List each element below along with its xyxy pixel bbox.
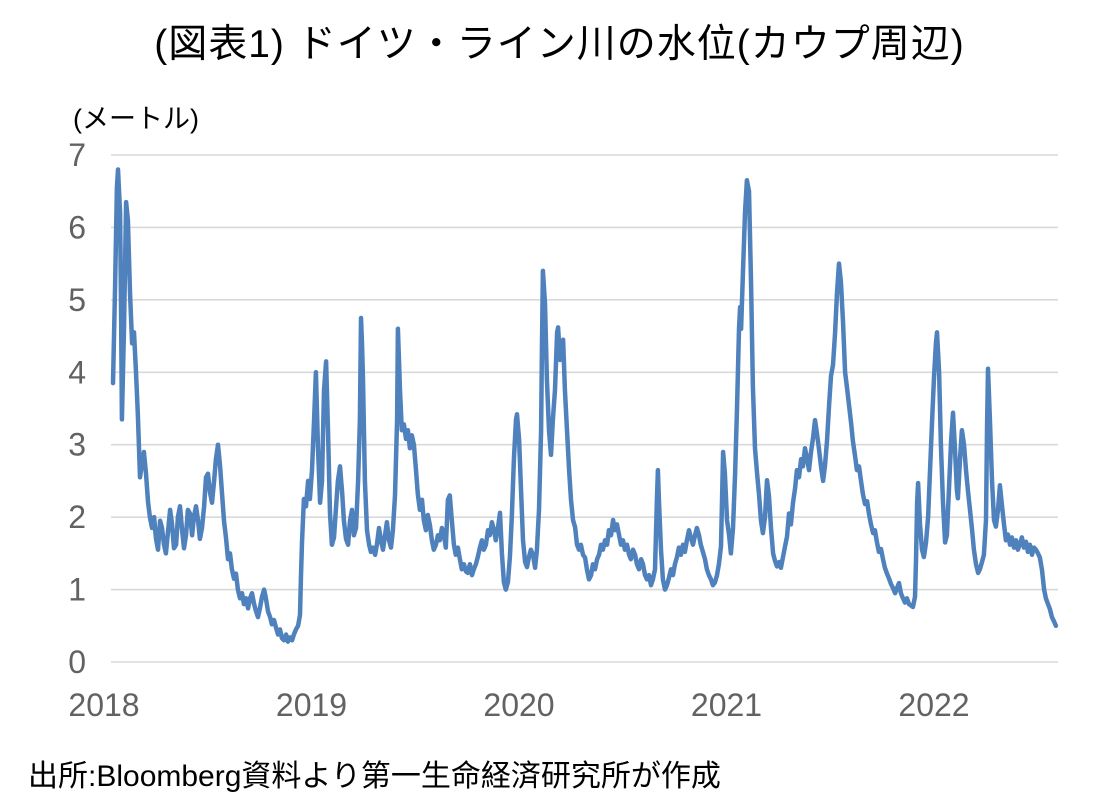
x-tick-label-2020: 2020	[483, 687, 554, 723]
chart-title: (図表1) ドイツ・ライン川の水位(カウプ周辺)	[154, 23, 965, 66]
y-tick-label-7: 7	[68, 137, 86, 173]
x-tick-label-2021: 2021	[691, 687, 762, 723]
y-tick-label-5: 5	[68, 282, 86, 318]
x-tick-label-2022: 2022	[898, 687, 969, 723]
source-note: 出所:Bloomberg資料より第一生命経済研究所が作成	[28, 760, 721, 793]
y-tick-label-1: 1	[68, 572, 86, 608]
x-tick-label-2019: 2019	[276, 687, 347, 723]
water-level-series-line	[110, 167, 1059, 644]
y-axis-tick-labels: 0 1 2 3 4 5 6 7	[68, 137, 86, 680]
y-tick-label-6: 6	[68, 209, 86, 245]
y-tick-label-2: 2	[68, 499, 86, 535]
gridlines	[111, 154, 1058, 663]
y-tick-label-3: 3	[68, 427, 86, 463]
x-axis-tick-labels: 2018 2019 2020 2021 2022	[68, 687, 969, 723]
y-axis-unit-label: (メートル)	[73, 104, 199, 134]
x-tick-label-2018: 2018	[68, 687, 139, 723]
y-tick-label-0: 0	[68, 644, 86, 680]
y-tick-label-4: 4	[68, 354, 86, 390]
